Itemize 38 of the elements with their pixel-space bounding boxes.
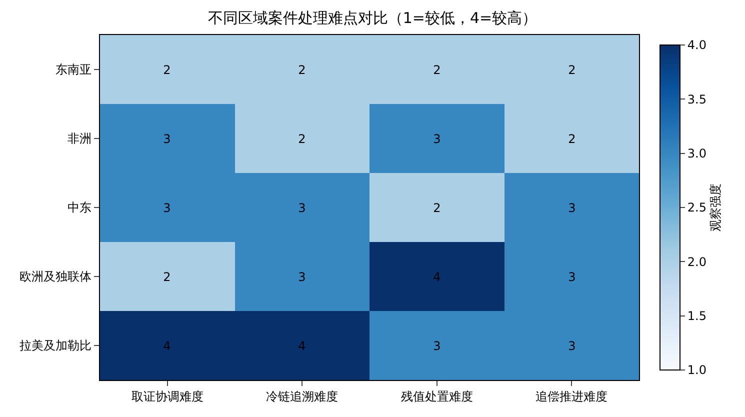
x-tick-label: 冷链追溯难度 bbox=[266, 389, 338, 404]
data-label: 2 bbox=[163, 63, 171, 78]
x-tick-label: 取证协调难度 bbox=[131, 389, 204, 404]
data-label: 3 bbox=[298, 270, 306, 284]
y-tick-label: 欧洲及独联体 bbox=[20, 270, 92, 284]
y-tick-label: 拉美及加勒比 bbox=[20, 338, 92, 353]
color-bar-title: 观察强度 bbox=[708, 184, 722, 232]
data-label: 2 bbox=[568, 132, 576, 146]
data-label: 3 bbox=[298, 201, 306, 216]
color-bar-label: 1.0 bbox=[687, 363, 706, 378]
data-label: 3 bbox=[433, 132, 441, 146]
x-tick-label: 残值处置难度 bbox=[400, 389, 473, 404]
y-tick-label: 非洲 bbox=[68, 132, 92, 146]
color-bar-label: 2.0 bbox=[687, 254, 706, 269]
data-label: 3 bbox=[163, 132, 171, 146]
data-label: 3 bbox=[568, 339, 576, 354]
data-label: 4 bbox=[163, 339, 171, 354]
data-label: 2 bbox=[298, 132, 306, 146]
color-bar-label: 3.5 bbox=[687, 92, 706, 106]
chart-title: 不同区域案件处理难点对比（1=较低，4=较高） bbox=[208, 9, 538, 28]
color-bar-label: 3.0 bbox=[687, 146, 706, 161]
data-label: 4 bbox=[433, 270, 441, 284]
color-bar-label: 2.5 bbox=[687, 200, 706, 215]
color-bar-label: 4.0 bbox=[687, 38, 706, 52]
data-label: 3 bbox=[568, 201, 576, 216]
x-tick-label: 追偿推进难度 bbox=[536, 389, 608, 404]
y-tick-label: 中东 bbox=[68, 200, 92, 215]
data-label: 2 bbox=[568, 63, 576, 78]
data-label: 3 bbox=[433, 339, 441, 354]
data-label: 3 bbox=[568, 270, 576, 284]
y-tick-label: 东南亚 bbox=[56, 62, 92, 77]
data-label: 2 bbox=[298, 63, 306, 78]
data-label: 3 bbox=[163, 201, 171, 216]
data-label: 2 bbox=[433, 201, 441, 216]
data-label: 2 bbox=[433, 63, 441, 78]
color-bar-label: 1.5 bbox=[687, 309, 706, 324]
data-label: 4 bbox=[298, 339, 306, 354]
data-label: 2 bbox=[163, 270, 171, 284]
